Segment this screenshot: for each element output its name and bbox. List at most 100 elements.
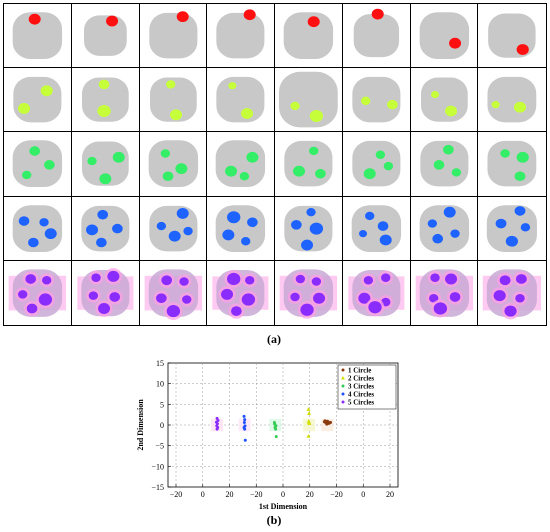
colored-spot — [107, 270, 120, 282]
colored-spot — [380, 273, 391, 282]
colored-spot — [315, 169, 326, 179]
scatter-svg: 15 10 5 0 −5 −10 −15 −20 0 20 −20 0 20 −20 0 20 1st Dime… — [136, 359, 399, 511]
disk-svg — [351, 204, 401, 252]
colored-spot — [42, 275, 52, 285]
disk-svg — [415, 269, 473, 318]
disk-svg — [279, 71, 338, 128]
colored-spot — [444, 273, 457, 285]
disk-image — [275, 4, 343, 69]
colored-spot — [451, 168, 461, 178]
disk-image — [4, 68, 72, 133]
disk-svg — [482, 269, 542, 320]
colored-spot — [443, 206, 456, 218]
legend-label: 3 Circles — [348, 383, 374, 391]
disk-svg — [212, 269, 269, 319]
disk-image — [478, 197, 546, 261]
disk — [12, 12, 63, 59]
colored-spot — [504, 305, 517, 317]
disk-image — [411, 260, 479, 325]
disk-image — [4, 196, 72, 261]
disk-svg — [283, 12, 334, 59]
colored-spot — [18, 289, 28, 299]
colored-spot — [95, 237, 107, 247]
disk-svg — [488, 13, 536, 58]
x-tick-label: 0 — [201, 490, 205, 499]
y-tick-label: −5 — [155, 442, 164, 451]
y-tick-label: 0 — [160, 421, 164, 430]
y-tick-label: 15 — [156, 359, 164, 368]
colored-spot — [311, 277, 322, 286]
y-tick-label: −15 — [151, 483, 164, 492]
disk-svg — [216, 77, 265, 123]
colored-spot — [293, 166, 306, 177]
disk-svg — [352, 77, 401, 123]
y-tick-label: −10 — [151, 462, 164, 471]
colored-spot — [499, 275, 511, 285]
data-point — [243, 427, 247, 431]
disk-image — [71, 68, 140, 133]
data-point — [274, 427, 278, 431]
colored-spot — [428, 293, 438, 303]
colored-spot — [227, 272, 241, 285]
disk-svg — [13, 77, 62, 123]
disk-svg — [487, 141, 537, 187]
disk-svg — [148, 140, 198, 188]
colored-spot — [493, 289, 507, 301]
caption-a: (a) — [267, 332, 281, 346]
legend-label: 4 Circles — [348, 391, 374, 399]
data-point — [242, 421, 246, 425]
disk-image — [275, 68, 343, 133]
disk-svg — [77, 267, 134, 317]
data-point — [242, 414, 246, 418]
disk-image — [140, 260, 208, 325]
colored-spot — [375, 150, 385, 160]
disk — [353, 14, 399, 58]
colored-spot — [515, 293, 525, 303]
data-point — [243, 438, 247, 442]
colored-spot — [364, 211, 375, 220]
colored-spot — [112, 152, 125, 164]
disk-svg — [419, 204, 469, 252]
colored-spot — [491, 101, 500, 109]
disk-image — [410, 196, 479, 261]
colored-spot — [227, 210, 241, 223]
colored-spot — [306, 207, 316, 216]
colored-spot — [176, 207, 189, 219]
colored-spot — [358, 229, 367, 237]
legend-box — [337, 364, 397, 410]
disk-svg — [215, 140, 266, 188]
disk-svg — [8, 269, 67, 317]
colored-spot — [231, 305, 242, 316]
colored-spot — [300, 303, 314, 316]
colored-spot — [358, 292, 371, 304]
caption-b: (b) — [266, 513, 282, 527]
legend-marker — [341, 384, 345, 388]
colored-spot — [85, 224, 98, 235]
colored-spot — [28, 13, 41, 25]
colored-spot — [28, 237, 39, 247]
colored-spot — [427, 218, 437, 228]
disk — [352, 141, 401, 187]
disk — [420, 77, 468, 122]
disk — [81, 205, 130, 251]
colored-spot — [371, 8, 384, 20]
legend-marker — [341, 400, 345, 404]
y-tick-label: 5 — [160, 400, 164, 409]
data-point — [243, 418, 247, 422]
colored-spot — [97, 209, 108, 220]
colored-spot — [166, 304, 180, 317]
colored-spot — [160, 275, 172, 285]
disk-svg — [487, 77, 537, 123]
colored-spot — [156, 221, 166, 230]
disk-image — [71, 4, 140, 69]
x-tick-label: 20 — [386, 490, 394, 499]
colored-spot — [309, 110, 324, 123]
disk — [83, 15, 127, 56]
colored-spot — [241, 236, 251, 246]
colored-spot — [241, 293, 256, 306]
colored-spot — [307, 16, 320, 28]
data-point — [325, 422, 329, 426]
disk-svg — [348, 269, 405, 316]
colored-spot — [109, 291, 120, 302]
disk — [81, 77, 129, 122]
